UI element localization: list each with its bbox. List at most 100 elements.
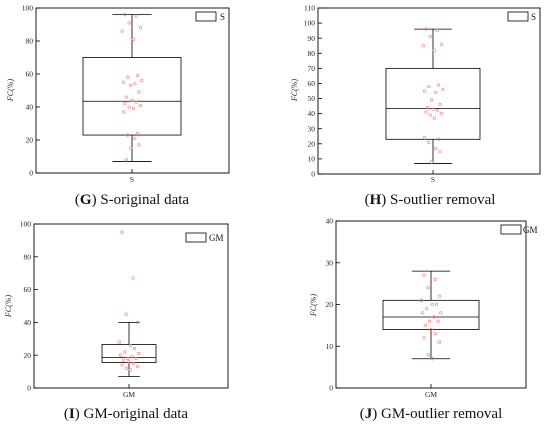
data-point (137, 143, 141, 147)
data-point (131, 361, 135, 366)
data-point (121, 80, 126, 84)
data-point (118, 353, 123, 357)
data-point (133, 136, 137, 141)
caption-text: S-original data (97, 192, 190, 208)
panel-i: 0 20 40 60 80 100 FC(%) GM GM (I) GM-original… (4, 220, 229, 422)
y-tick-label: 100 (304, 19, 316, 28)
y-tick-label: 60 (24, 285, 32, 294)
legend: GM (185, 232, 224, 243)
y-tick-label: 50 (308, 94, 316, 103)
caption-text: S-outlier removal (386, 192, 495, 208)
y-tick-label: 0 (27, 384, 31, 393)
data-point (117, 340, 121, 344)
data-point (128, 146, 133, 150)
data-point (438, 102, 442, 107)
data-point (135, 365, 140, 369)
data-point (124, 95, 129, 99)
data-point (430, 302, 435, 307)
data-point (439, 42, 444, 46)
y-tick-label: 40 (26, 103, 34, 112)
data-point (427, 319, 432, 323)
y-tick-label: 90 (308, 34, 316, 43)
caption-text: GM-original data (80, 406, 189, 422)
caption-letter: J (365, 406, 373, 422)
boxplot (101, 321, 157, 377)
data-points (419, 273, 443, 361)
plot-frame (33, 223, 229, 389)
y-tick-label: 60 (308, 79, 316, 88)
y-tick-label: 30 (326, 258, 334, 267)
data-point (134, 356, 138, 361)
data-point (123, 102, 127, 106)
y-tick-label: 0 (329, 384, 333, 393)
y-tick-label: 40 (24, 318, 32, 327)
data-point (434, 302, 439, 307)
y-axis-ticks: 0 10 20 30 40 50 60 70 80 90 100 110 (304, 4, 434, 179)
x-tick-label: GM (123, 390, 135, 399)
legend-label: S (531, 12, 536, 22)
data-point (137, 351, 141, 356)
y-tick-label: 80 (308, 49, 316, 58)
data-point (120, 363, 124, 367)
data-point (421, 44, 425, 48)
legend-label: S (220, 12, 225, 22)
caption-letter: G (80, 192, 92, 208)
data-point (128, 343, 133, 348)
panel-g: 0 20 40 60 80 100 FC(%) S S (G) S-original da… (6, 4, 230, 208)
data-point (127, 360, 131, 364)
caption-letter: H (370, 192, 382, 208)
y-tick-label: 20 (308, 139, 316, 148)
data-point (130, 98, 134, 103)
y-axis-label: FC(%) (4, 295, 13, 319)
data-point (124, 312, 128, 316)
y-tick-label: 30 (308, 124, 316, 133)
y-tick-label: 110 (304, 4, 315, 13)
data-point (121, 358, 126, 362)
data-point (426, 352, 430, 357)
data-point (422, 89, 427, 93)
legend: GM (500, 224, 538, 235)
data-point (430, 357, 435, 361)
data-point (427, 84, 431, 89)
y-tick-label: 20 (24, 351, 32, 360)
data-point (126, 75, 130, 79)
caption: (G) S-original data (75, 192, 189, 208)
data-point (126, 133, 130, 137)
caption: (H) S-outlier removal (365, 192, 496, 208)
data-point (131, 276, 135, 280)
data-point (438, 149, 442, 154)
data-point (429, 327, 433, 332)
data-point (428, 35, 432, 39)
boxplot (82, 14, 182, 162)
data-point (432, 315, 436, 319)
caption-letter: I (69, 406, 75, 422)
iqr-box (385, 67, 481, 140)
y-axis-label: FC(%) (290, 79, 299, 103)
y-tick-label: 100 (20, 220, 32, 229)
data-point (441, 87, 445, 92)
data-point (428, 113, 432, 117)
panel-h: 0 10 20 30 40 50 60 70 80 90 100 110 FC(%) S S (H) … (290, 4, 541, 208)
data-point (135, 320, 140, 325)
data-points (117, 230, 141, 372)
y-tick-label: 10 (308, 155, 316, 164)
data-point (138, 26, 143, 30)
data-point (433, 277, 437, 282)
y-axis-ticks: 0 20 40 60 80 100 (20, 220, 130, 393)
data-point (439, 311, 443, 315)
y-tick-label: 80 (26, 37, 34, 46)
data-point (125, 356, 130, 361)
y-axis-ticks: 0 20 40 60 80 100 (22, 4, 133, 178)
y-axis-label: FC(%) (6, 79, 15, 103)
data-point (127, 21, 131, 25)
legend-swatch (185, 232, 207, 243)
plot-frame (35, 7, 230, 174)
y-tick-label: 10 (326, 342, 334, 351)
data-point (435, 28, 439, 33)
data-point (124, 158, 129, 162)
boxplot (385, 28, 481, 164)
data-point (422, 273, 426, 277)
data-point (420, 311, 425, 315)
legend-swatch (500, 224, 522, 235)
